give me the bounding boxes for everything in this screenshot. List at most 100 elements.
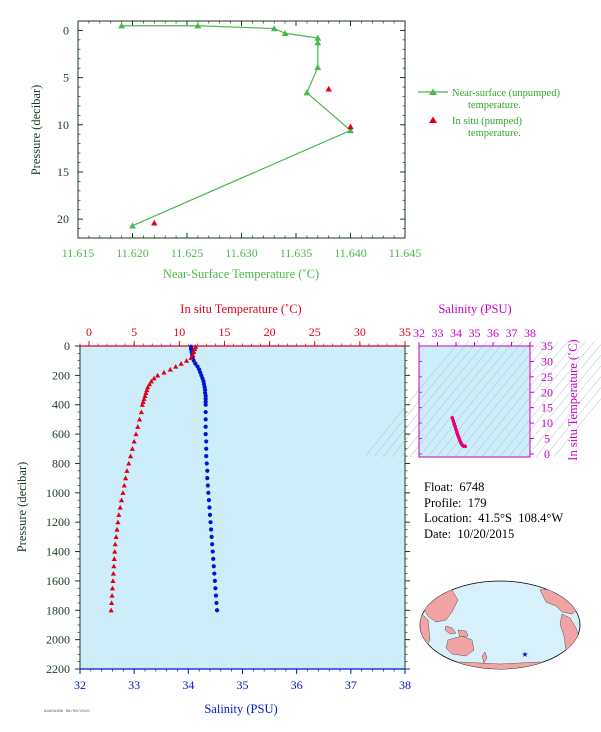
- temperature-point: [178, 361, 184, 366]
- legend-pumped-label: In situ (pumped): [452, 116, 522, 127]
- salinity-point: [203, 393, 208, 399]
- ts-y-tick-label: 0: [544, 447, 550, 461]
- ts-point: [450, 416, 455, 420]
- top-x-tick-label: 11.630: [225, 246, 258, 260]
- temperature-point: [115, 519, 121, 525]
- temperature-point: [113, 534, 119, 539]
- temp-tick-label: 20: [264, 325, 276, 339]
- temperature-point: [127, 453, 134, 459]
- top-y-tick-label: 0: [63, 23, 69, 37]
- ts-point: [451, 418, 456, 423]
- profile-axis-ticks: 0 5 10 15 20 25 30 35 32 33 34 35 36 37 38 0 200 400 600 80…: [46, 325, 411, 692]
- temperature-point: [109, 592, 115, 598]
- pressure-tick-label: 1800: [46, 603, 70, 617]
- pumped-point: [151, 219, 158, 226]
- temp-tick-label: 35: [399, 325, 411, 339]
- salinity-point: [214, 608, 220, 613]
- temperature-point: [116, 512, 122, 517]
- temperature-point: [142, 393, 148, 398]
- temperature-point: [135, 424, 141, 429]
- ts-point: [453, 424, 457, 429]
- unpumped-point: [129, 222, 136, 229]
- legend-unpumped-swatch: [418, 88, 448, 95]
- temperature-point: [192, 346, 198, 352]
- sal-tick-label: 34: [182, 678, 194, 692]
- temperature-point: [144, 387, 150, 393]
- top-series: [118, 22, 354, 229]
- density-contour: [481, 340, 578, 458]
- temp-tick-label: 0: [86, 325, 92, 339]
- float-id: Float: 6748: [424, 480, 485, 494]
- temperature-point: [190, 352, 196, 357]
- density-contour: [445, 340, 542, 458]
- pressure-tick-label: 1200: [46, 515, 70, 529]
- temperature-point: [155, 372, 161, 378]
- temperature-point: [151, 375, 157, 381]
- salinity-point: [211, 556, 216, 561]
- sal-tick-label: 37: [345, 678, 357, 692]
- ts-x-tick-label: 37: [506, 326, 518, 340]
- profile-chart: 0 5 10 15 20 25 30 35 32 33 34 35 36 37 38 0 200 400 600 80…: [15, 302, 411, 716]
- temperature-point: [114, 526, 120, 532]
- density-contour: [400, 340, 497, 458]
- top-x-tick-label: 11.625: [171, 246, 204, 260]
- temperature-point: [173, 363, 179, 369]
- salinity-point: [210, 542, 215, 547]
- salinity-point: [213, 593, 219, 598]
- top-x-tick-label: 11.640: [334, 246, 367, 260]
- pressure-tick-label: 1400: [46, 545, 70, 559]
- temperature-point: [148, 378, 154, 384]
- salinity-point: [211, 564, 216, 569]
- density-contour: [391, 340, 488, 458]
- profile-bottom-label: Salinity (PSU): [204, 702, 277, 716]
- ts-x-tick-label: 36: [487, 326, 499, 340]
- top-x-label: Near-Surface Temperature (˚C): [163, 267, 319, 281]
- temperature-point: [109, 585, 116, 591]
- density-contour: [418, 340, 515, 458]
- ts-plot-area: [419, 346, 530, 457]
- top-y-label: Pressure (decibar): [29, 85, 43, 176]
- temperature-point: [188, 355, 194, 360]
- legend-unpumped-label: Near-surface (unpumped): [452, 88, 560, 99]
- temperature-point: [129, 446, 135, 451]
- ts-y-label: In situ Temperature (˚C): [566, 339, 580, 460]
- salinity-point: [204, 454, 209, 459]
- pressure-tick-label: 1000: [46, 486, 70, 500]
- pressure-tick-label: 600: [52, 427, 70, 441]
- temperature-point: [145, 384, 151, 390]
- footer-stamp: A4A5A1B8 08/06/2015: [44, 710, 90, 714]
- temp-tick-label: 10: [173, 325, 185, 339]
- density-contour: [463, 340, 560, 458]
- salinity-point: [206, 498, 212, 503]
- ts-x-tick-label: 34: [450, 326, 462, 340]
- date-text: Date: 10/20/2015: [424, 526, 515, 541]
- salinity-point: [214, 600, 219, 606]
- temperature-point: [161, 369, 167, 375]
- salinity-point: [204, 439, 209, 444]
- float-info: Float: 6748 Profile: 179 Location: 41.5°…: [424, 480, 563, 542]
- density-contour: [427, 340, 524, 458]
- salinity-point: [203, 424, 208, 429]
- salinity-point: [209, 534, 214, 539]
- temperature-point: [140, 399, 146, 404]
- salinity-point: [193, 361, 198, 366]
- salinity-point: [203, 417, 208, 422]
- salinity-point: [212, 571, 217, 576]
- ts-y-tick-label: 20: [541, 385, 553, 399]
- ts-y-tick-label: 30: [541, 354, 553, 368]
- pressure-tick-label: 1600: [46, 574, 70, 588]
- unpumped-point: [347, 127, 354, 134]
- temp-tick-label: 30: [354, 325, 366, 339]
- salinity-point: [204, 461, 209, 466]
- pressure-tick-label: 200: [52, 368, 70, 382]
- density-contour: [490, 340, 587, 458]
- salinity-point: [204, 446, 209, 451]
- temperature-point: [133, 431, 139, 437]
- unpumped-point: [281, 29, 289, 36]
- top-y-tick-label: 10: [57, 118, 69, 132]
- ts-x-tick-label: 35: [469, 326, 481, 340]
- top-x-tick-label: 11.615: [62, 246, 95, 260]
- temp-tick-label: 15: [218, 325, 230, 339]
